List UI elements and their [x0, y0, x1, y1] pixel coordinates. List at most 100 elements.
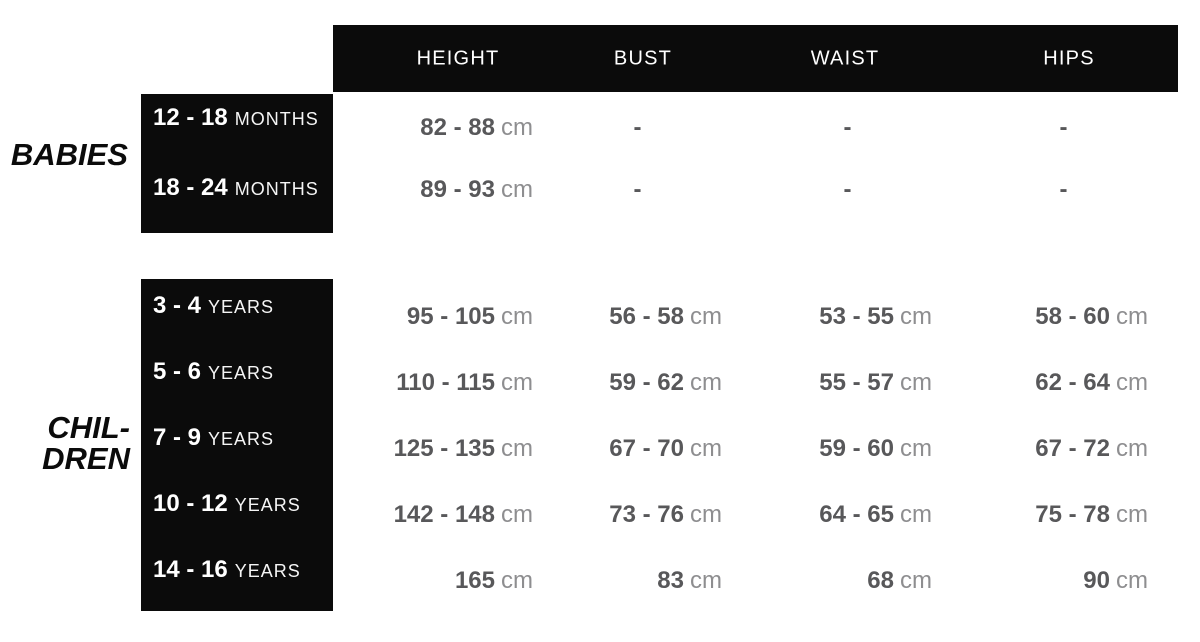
- bust-value: 56 - 58: [609, 303, 684, 330]
- bust-value: 59 - 62: [609, 369, 684, 396]
- column-header-bust: BUST: [613, 47, 673, 69]
- height-unit: cm: [501, 114, 533, 141]
- bust-value: 83: [657, 567, 684, 594]
- height-cell: 125 - 135 cm: [333, 433, 533, 465]
- height-unit: cm: [501, 303, 533, 330]
- bust-cell: 83 cm: [553, 565, 722, 597]
- waist-value: -: [843, 114, 852, 141]
- height-unit: cm: [501, 369, 533, 396]
- age-label: 14 - 16 YEARS: [153, 556, 301, 584]
- height-cell: 110 - 115 cm: [333, 367, 533, 399]
- bust-cell: -: [553, 112, 722, 144]
- bust-unit: cm: [690, 501, 722, 528]
- table-row: 89 - 93 cm - - -: [333, 174, 1178, 206]
- age-range: 5 - 6: [153, 358, 202, 385]
- height-cell: 95 - 105 cm: [333, 301, 533, 333]
- age-label: 10 - 12 YEARS: [153, 490, 301, 518]
- bust-unit: cm: [690, 303, 722, 330]
- hips-cell: -: [979, 174, 1148, 206]
- hips-unit: cm: [1116, 567, 1148, 594]
- height-value: 82 - 88: [420, 114, 495, 141]
- waist-value: 59 - 60: [819, 435, 894, 462]
- age-unit: MONTHS: [234, 109, 319, 129]
- age-unit: MONTHS: [234, 179, 319, 199]
- column-header-hips: HIPS: [1043, 47, 1095, 69]
- hips-value: 58 - 60: [1035, 303, 1110, 330]
- age-range: 14 - 16: [153, 556, 228, 583]
- waist-value: 64 - 65: [819, 501, 894, 528]
- height-value: 165: [454, 567, 495, 594]
- height-cell: 82 - 88 cm: [333, 112, 533, 144]
- waist-cell: -: [763, 174, 932, 206]
- hips-unit: cm: [1116, 369, 1148, 396]
- hips-cell: 75 - 78 cm: [979, 499, 1148, 531]
- age-range: 3 - 4: [153, 292, 202, 319]
- group-label-children-line1: CHIL-: [47, 410, 130, 445]
- age-range: 18 - 24: [153, 174, 228, 201]
- bust-cell: 59 - 62 cm: [553, 367, 722, 399]
- waist-cell: 59 - 60 cm: [763, 433, 932, 465]
- group-label-babies: BABIES: [10, 137, 128, 172]
- hips-cell: 67 - 72 cm: [979, 433, 1148, 465]
- height-value: 89 - 93: [420, 176, 495, 203]
- waist-cell: 64 - 65 cm: [763, 499, 932, 531]
- age-label: 18 - 24 MONTHS: [153, 174, 319, 202]
- age-range: 10 - 12: [153, 490, 228, 517]
- waist-cell: -: [763, 112, 932, 144]
- children-age-box: 3 - 4 YEARS 5 - 6 YEARS 7 - 9 YEARS 10 - 12…: [141, 279, 333, 611]
- table-row: 165 cm 83 cm 68 cm 90 cm: [333, 565, 1178, 597]
- waist-unit: cm: [900, 435, 932, 462]
- group-label-children-line2: DREN: [42, 441, 130, 476]
- waist-cell: 55 - 57 cm: [763, 367, 932, 399]
- hips-cell: -: [979, 112, 1148, 144]
- height-cell: 89 - 93 cm: [333, 174, 533, 206]
- height-value: 110 - 115: [396, 369, 495, 396]
- height-unit: cm: [501, 567, 533, 594]
- height-cell: 142 - 148 cm: [333, 499, 533, 531]
- hips-value: 62 - 64: [1035, 369, 1110, 396]
- column-header-height: HEIGHT: [416, 47, 500, 69]
- height-cell: 165 cm: [333, 565, 533, 597]
- hips-cell: 58 - 60 cm: [979, 301, 1148, 333]
- age-unit: YEARS: [208, 363, 275, 383]
- waist-unit: cm: [900, 567, 932, 594]
- age-range: 7 - 9: [153, 424, 202, 451]
- bust-cell: -: [553, 174, 722, 206]
- bust-value: -: [633, 114, 642, 141]
- table-row: 110 - 115 cm 59 - 62 cm 55 - 57 cm 62 - 64 c…: [333, 367, 1178, 399]
- height-unit: cm: [501, 501, 533, 528]
- height-value: 95 - 105: [406, 303, 495, 330]
- age-range: 12 - 18: [153, 104, 228, 131]
- bust-value: 67 - 70: [609, 435, 684, 462]
- age-unit: YEARS: [208, 429, 275, 449]
- height-unit: cm: [501, 435, 533, 462]
- waist-value: 53 - 55: [819, 303, 894, 330]
- babies-age-box: 12 - 18 MONTHS 18 - 24 MONTHS: [141, 94, 333, 233]
- waist-unit: cm: [900, 303, 932, 330]
- hips-value: 75 - 78: [1035, 501, 1110, 528]
- bust-unit: cm: [690, 435, 722, 462]
- bust-cell: 56 - 58 cm: [553, 301, 722, 333]
- waist-cell: 53 - 55 cm: [763, 301, 932, 333]
- age-label: 7 - 9 YEARS: [153, 424, 274, 452]
- hips-unit: cm: [1116, 501, 1148, 528]
- age-unit: YEARS: [234, 561, 301, 581]
- bust-unit: cm: [690, 567, 722, 594]
- height-unit: cm: [501, 176, 533, 203]
- bust-cell: 73 - 76 cm: [553, 499, 722, 531]
- hips-cell: 90 cm: [979, 565, 1148, 597]
- table-row: 125 - 135 cm 67 - 70 cm 59 - 60 cm 67 - 72 c…: [333, 433, 1178, 465]
- waist-value: 55 - 57: [819, 369, 894, 396]
- table-header-bar: HEIGHT BUST WAIST HIPS: [333, 25, 1178, 92]
- hips-value: 67 - 72: [1035, 435, 1110, 462]
- table-row: 142 - 148 cm 73 - 76 cm 64 - 65 cm 75 - 78 c…: [333, 499, 1178, 531]
- waist-unit: cm: [900, 369, 932, 396]
- table-row: 95 - 105 cm 56 - 58 cm 53 - 55 cm 58 - 60 cm: [333, 301, 1178, 333]
- column-header-waist: WAIST: [810, 47, 880, 69]
- waist-unit: cm: [900, 501, 932, 528]
- age-label: 12 - 18 MONTHS: [153, 104, 319, 132]
- hips-value: 90: [1083, 567, 1110, 594]
- age-unit: YEARS: [208, 297, 275, 317]
- bust-value: 73 - 76: [609, 501, 684, 528]
